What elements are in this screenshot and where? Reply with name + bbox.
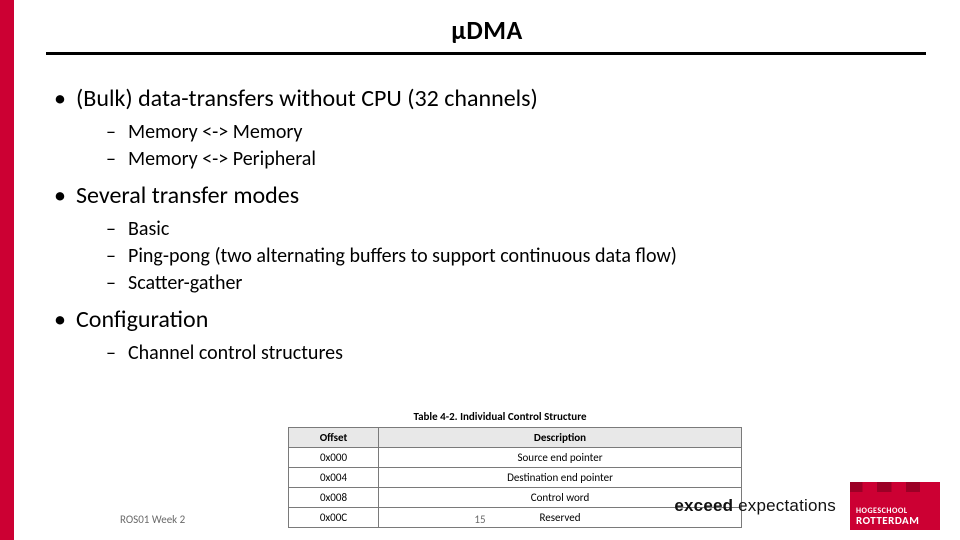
sub-list: Memory <-> Memory Memory <-> Peripheral — [76, 119, 926, 173]
table-row: 0x000 Source end pointer — [289, 448, 742, 468]
table-cell: Source end pointer — [379, 448, 742, 468]
footer-brand: exceed expectations HOGESCHOOL ROTTERDAM — [674, 482, 940, 530]
sub-list: Channel control structures — [76, 340, 926, 367]
brand-tagline: exceed expectations — [674, 496, 836, 516]
bullet-item: (Bulk) data-transfers without CPU (32 ch… — [46, 84, 926, 173]
table-header-row: Offset Description — [289, 428, 742, 448]
tagline-bold: exceed — [674, 496, 733, 515]
sub-item: Scatter-gather — [76, 270, 926, 297]
footer-page-number: 15 — [474, 513, 485, 526]
sub-item: Memory <-> Peripheral — [76, 146, 926, 173]
bullet-item: Several transfer modes Basic Ping-pong (… — [46, 181, 926, 297]
sub-text: Ping-pong (two alternating buffers to su… — [128, 244, 677, 268]
sub-list: Basic Ping-pong (two alternating buffers… — [76, 216, 926, 297]
footer-left: ROS01 Week 2 — [120, 513, 185, 526]
slide-title: µDMA — [14, 14, 960, 46]
sub-item: Basic — [76, 216, 926, 243]
bullet-text: (Bulk) data-transfers without CPU (32 ch… — [76, 84, 538, 113]
bullet-text: Several transfer modes — [76, 181, 299, 210]
table-header-cell: Description — [379, 428, 742, 448]
bullet-item: Configuration Channel control structures — [46, 305, 926, 367]
sub-text: Memory <-> Peripheral — [128, 147, 316, 171]
logo-line2: ROTTERDAM — [856, 515, 934, 527]
accent-sidebar — [0, 0, 14, 540]
sub-item: Memory <-> Memory — [76, 119, 926, 146]
table-cell: 0x00C — [289, 508, 379, 528]
sub-text: Scatter-gather — [128, 271, 242, 295]
table-header-cell: Offset — [289, 428, 379, 448]
sub-text: Channel control structures — [128, 341, 343, 365]
logo-top-strip — [850, 482, 940, 492]
sub-text: Memory <-> Memory — [128, 120, 302, 144]
sub-item: Channel control structures — [76, 340, 926, 367]
bullet-list: (Bulk) data-transfers without CPU (32 ch… — [46, 84, 926, 367]
table-cell: 0x000 — [289, 448, 379, 468]
title-rule — [46, 52, 926, 55]
hogeschool-rotterdam-logo: HOGESCHOOL ROTTERDAM — [850, 482, 940, 530]
table-caption: Table 4-2. Individual Control Structure — [288, 410, 742, 423]
title-wrap: µDMA — [14, 14, 960, 46]
tagline-light: expectations — [733, 496, 836, 515]
table-cell: 0x008 — [289, 488, 379, 508]
table-cell: 0x004 — [289, 468, 379, 488]
bullet-text: Configuration — [76, 305, 208, 334]
slide: µDMA (Bulk) data-transfers without CPU (… — [0, 0, 960, 540]
sub-text: Basic — [128, 217, 169, 241]
content-area: (Bulk) data-transfers without CPU (32 ch… — [46, 76, 926, 367]
sub-item: Ping-pong (two alternating buffers to su… — [76, 243, 926, 270]
